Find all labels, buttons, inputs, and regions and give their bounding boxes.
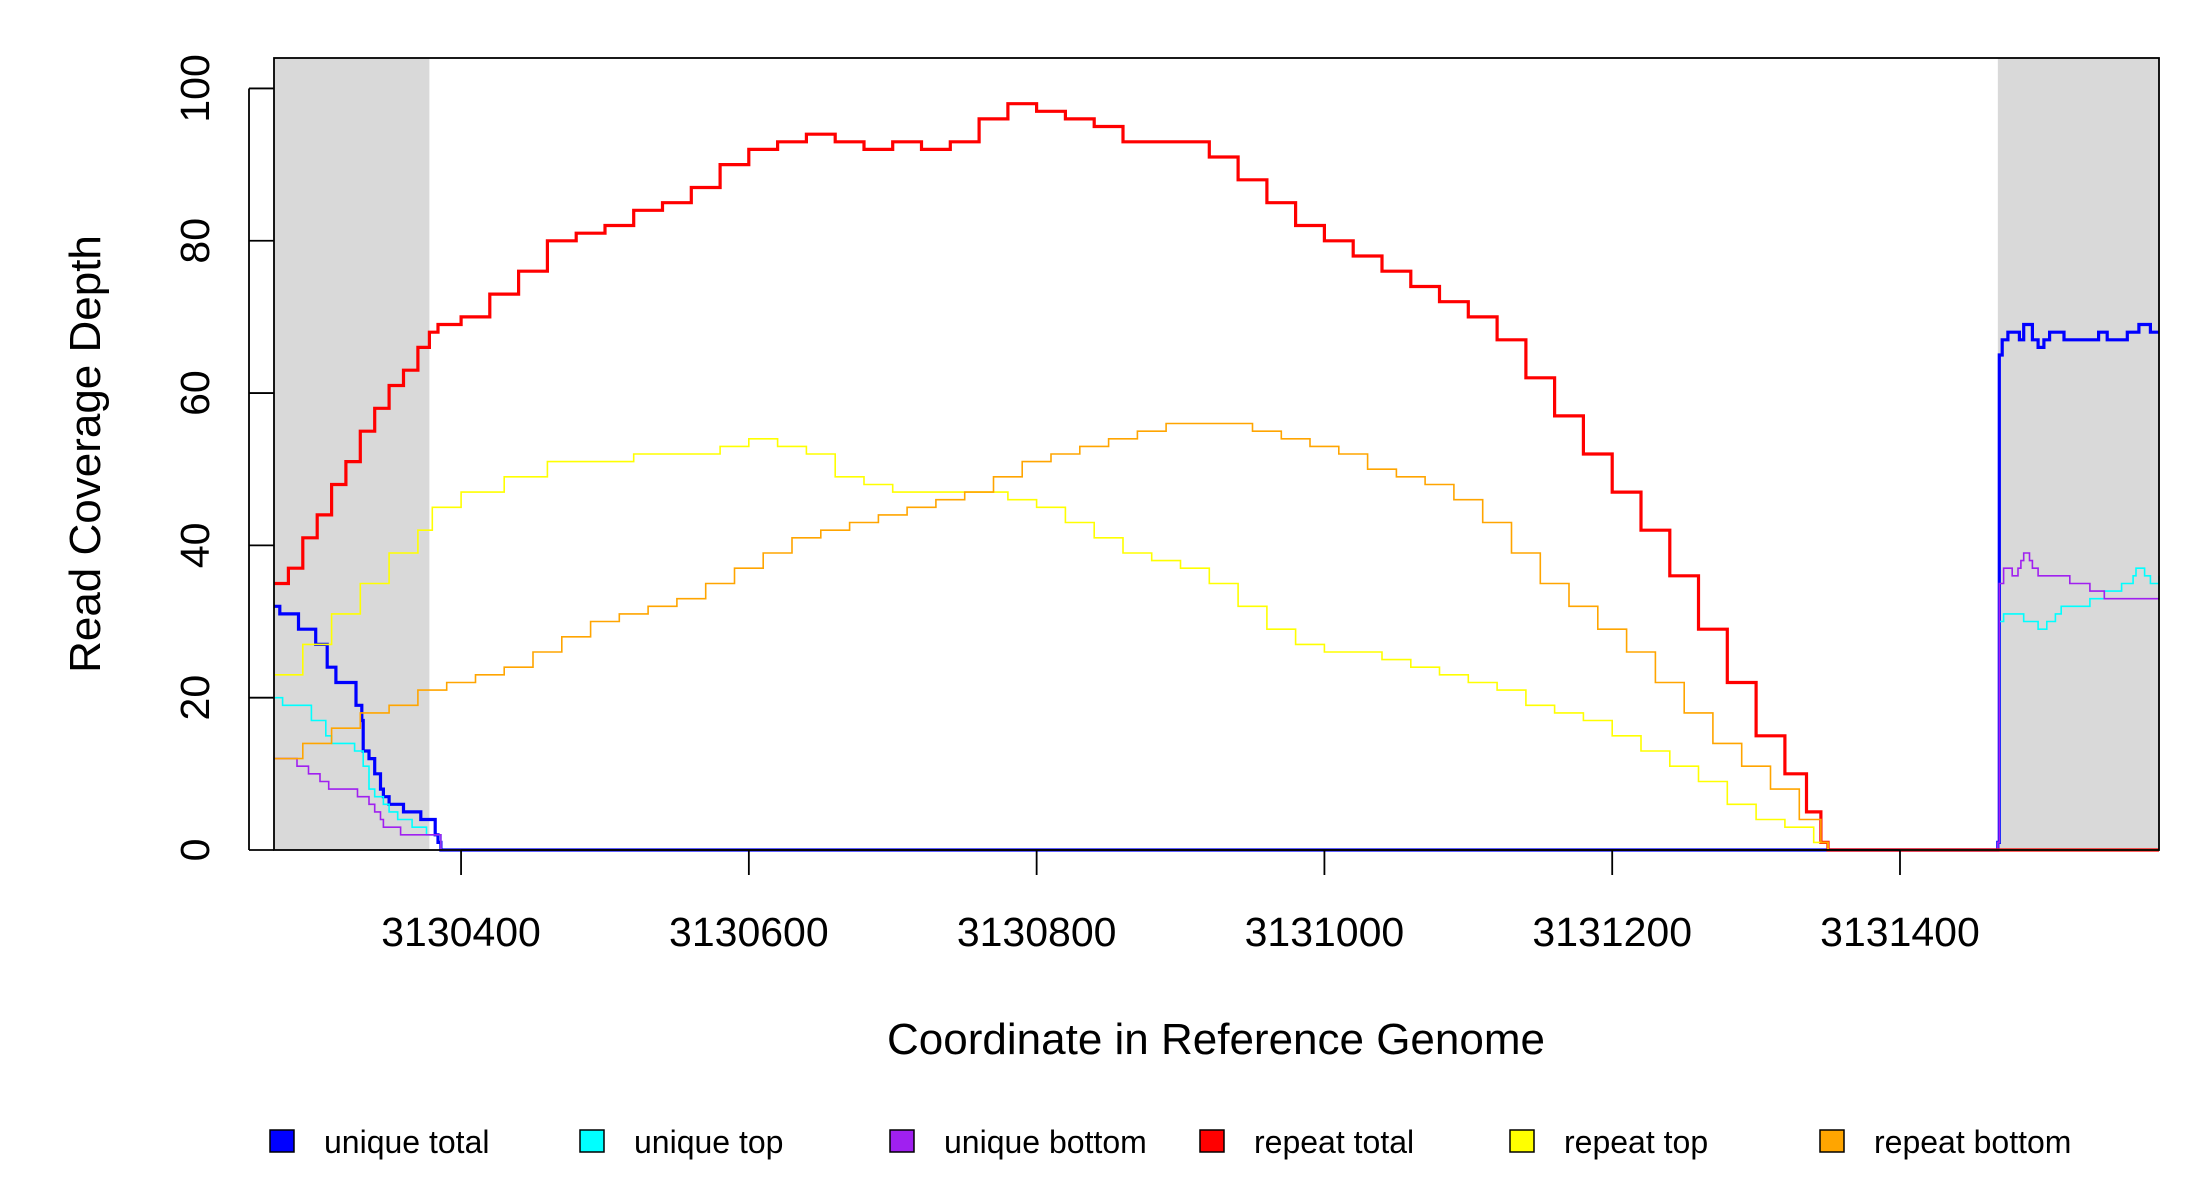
legend-label: repeat bottom	[1874, 1124, 2071, 1160]
shaded-region-2	[1997, 58, 2159, 850]
legend-item-unique-bottom: unique bottom	[889, 1124, 1147, 1160]
legend-item-repeat-bottom: repeat bottom	[1819, 1124, 2071, 1160]
y-tick-label: 60	[172, 370, 218, 416]
y-tick-label: 20	[172, 675, 218, 721]
x-axis: 3130400 3130600 3130800 3131000 3131200 31314…	[381, 849, 1980, 955]
legend-item-unique-total: unique total	[269, 1124, 489, 1160]
legend-label: unique top	[634, 1124, 783, 1160]
x-tick-label: 3131400	[1820, 909, 1980, 955]
legend-swatch	[579, 1129, 605, 1153]
legend-label: unique bottom	[944, 1124, 1147, 1160]
y-tick-label: 40	[172, 523, 218, 569]
x-tick-label: 3130800	[957, 909, 1117, 955]
legend-label: unique total	[324, 1124, 489, 1160]
x-tick-label: 3130400	[381, 909, 541, 955]
y-tick-label: 100	[172, 54, 218, 122]
x-tick-label: 3131200	[1532, 909, 1692, 955]
legend-label: repeat total	[1254, 1124, 1414, 1160]
legend-swatch	[1819, 1129, 1845, 1153]
legend-swatch	[269, 1129, 295, 1153]
y-tick-label: 80	[172, 218, 218, 264]
legend-item-repeat-total: repeat total	[1199, 1124, 1414, 1160]
series-lines	[274, 102, 2160, 852]
series-line-repeat-bottom	[274, 422, 2159, 851]
y-axis-title: Read Coverage Depth	[61, 235, 110, 673]
shaded-regions	[274, 58, 2159, 850]
y-axis: 0 20 40 60 80 100	[172, 54, 274, 861]
x-tick-label: 3131000	[1245, 909, 1405, 955]
legend: unique total unique top unique bottom repea…	[269, 1124, 2071, 1160]
legend-swatch	[1199, 1129, 1225, 1153]
series-line-repeat-top	[274, 438, 2159, 851]
series-line-unique-total	[274, 322, 2159, 852]
x-tick-label: 3130600	[669, 909, 829, 955]
x-axis-title: Coordinate in Reference Genome	[887, 1015, 1545, 1064]
legend-label: repeat top	[1564, 1124, 1708, 1160]
legend-swatch	[1509, 1129, 1535, 1153]
y-tick-label: 0	[172, 839, 218, 862]
legend-item-unique-top: unique top	[579, 1124, 783, 1160]
series-line-repeat-total	[274, 102, 2159, 852]
legend-swatch	[889, 1129, 915, 1153]
legend-item-repeat-top: repeat top	[1509, 1124, 1708, 1160]
shaded-region-1	[274, 58, 430, 850]
